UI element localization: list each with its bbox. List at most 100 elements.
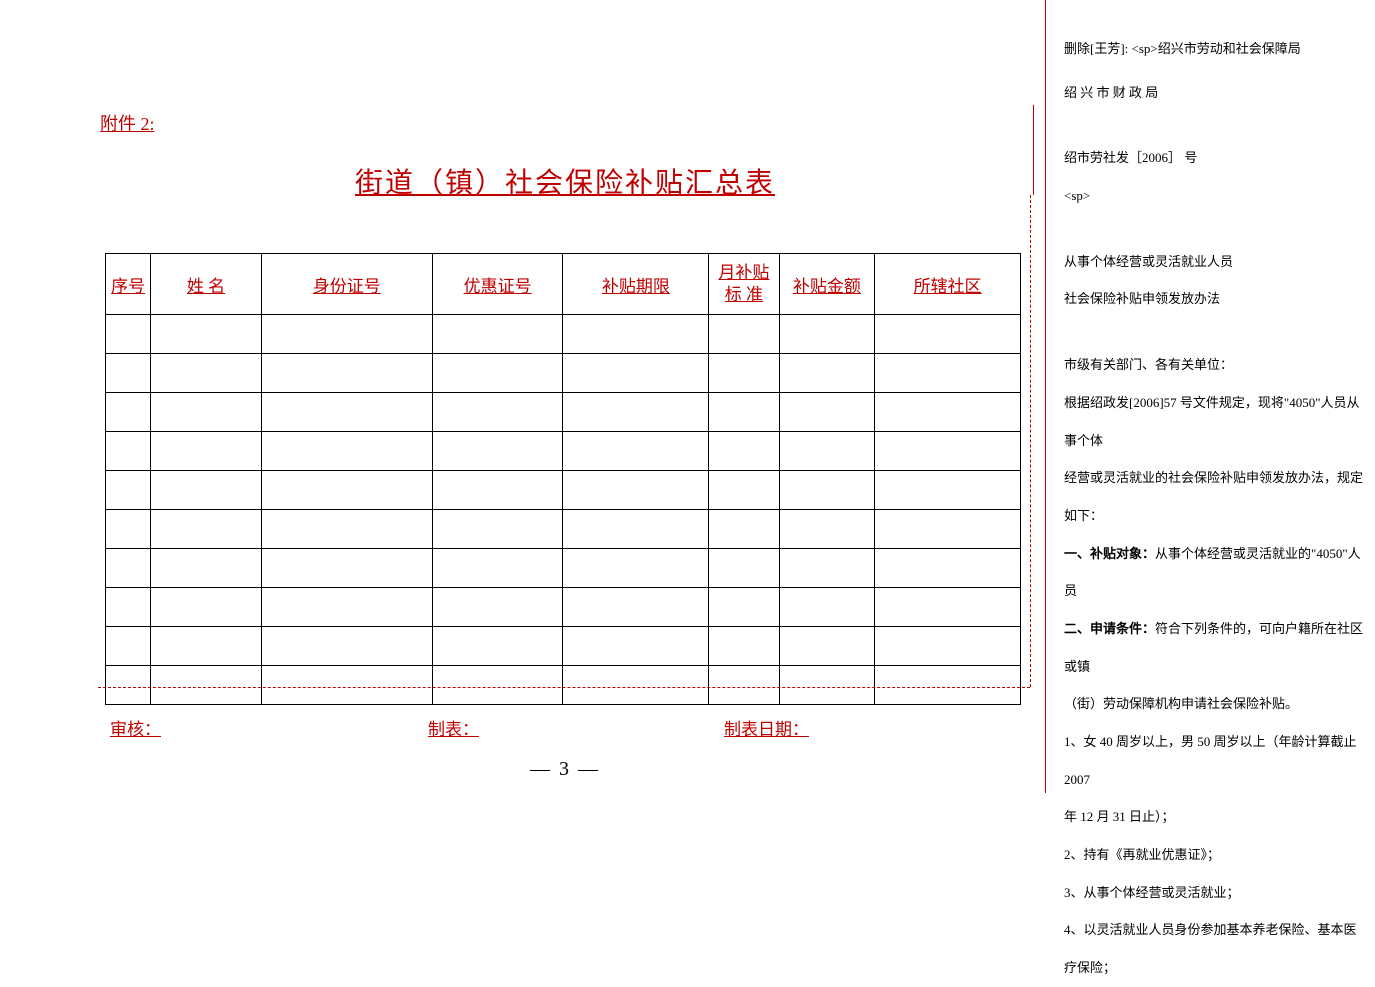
table-cell <box>875 393 1021 432</box>
table-cell <box>709 393 779 432</box>
revision-marker-dashed <box>1030 195 1031 687</box>
table-cell <box>709 354 779 393</box>
del-prefix: 删除[王芳]: <box>1064 41 1132 56</box>
table-cell <box>875 510 1021 549</box>
table-cell <box>563 432 709 471</box>
rev-line-h: （街）劳动保障机构申请社会保险补贴。 <box>1064 685 1367 723</box>
table-cell <box>432 354 563 393</box>
table-cell <box>709 315 779 354</box>
del-text: 绍兴市劳动和社会保障局 <box>1158 41 1301 56</box>
table-cell <box>106 315 151 354</box>
table-cell <box>709 432 779 471</box>
table-cell <box>709 627 779 666</box>
table-cell <box>563 354 709 393</box>
table-cell <box>779 627 875 666</box>
table-cell <box>106 471 151 510</box>
table-cell <box>151 549 262 588</box>
rev-line-c: 市级有关部门、各有关单位： <box>1064 346 1367 384</box>
table-cell <box>432 549 563 588</box>
table-cell <box>709 471 779 510</box>
footer-audit: 审核： <box>110 715 428 740</box>
th-id: 身份证号 <box>261 254 432 315</box>
table-cell <box>106 549 151 588</box>
table-cell <box>875 315 1021 354</box>
table-cell <box>432 432 563 471</box>
rev-line-i: 1、女 40 周岁以上，男 50 周岁以上（年龄计算截止 2007 <box>1064 723 1367 798</box>
table-cell <box>779 666 875 705</box>
th-amount: 补贴金额 <box>779 254 875 315</box>
footer-row: 审核： 制表： 制表日期： <box>110 715 1030 740</box>
table-cell <box>151 627 262 666</box>
table-cell <box>261 393 432 432</box>
table-cell <box>875 471 1021 510</box>
table-cell <box>151 666 262 705</box>
rev-line-m: 4、以灵活就业人员身份参加基本养老保险、基本医疗保险； <box>1064 911 1367 986</box>
table-cell <box>151 432 262 471</box>
table-cell <box>875 432 1021 471</box>
rev-line-l: 3、从事个体经营或灵活就业； <box>1064 874 1367 912</box>
table-cell <box>432 393 563 432</box>
table-row <box>106 549 1021 588</box>
page-number: — 3 — <box>100 758 1030 781</box>
table-cell <box>106 588 151 627</box>
rev-line-b: 社会保险补贴申领发放办法 <box>1064 280 1367 318</box>
table-cell <box>106 393 151 432</box>
table-cell <box>261 510 432 549</box>
table-cell <box>875 354 1021 393</box>
table-cell <box>261 471 432 510</box>
table-cell <box>779 354 875 393</box>
table-cell <box>875 666 1021 705</box>
table-cell <box>779 549 875 588</box>
table-cell <box>261 549 432 588</box>
table-cell <box>563 666 709 705</box>
rev-docnum: 绍市劳社发［2006］ 号 <box>1064 139 1367 177</box>
table-row <box>106 510 1021 549</box>
table-cell <box>432 471 563 510</box>
table-cell <box>151 315 262 354</box>
subsidy-table: 序号 姓 名 身份证号 优惠证号 补贴期限 月补贴 标 准 补贴金额 所辖社区 <box>105 253 1021 705</box>
rev-line-e: 经营或灵活就业的社会保险补贴申领发放办法，规定如下： <box>1064 459 1367 534</box>
table-row <box>106 588 1021 627</box>
table-cell <box>779 393 875 432</box>
table-row <box>106 471 1021 510</box>
th-seq: 序号 <box>106 254 151 315</box>
table-row <box>106 432 1021 471</box>
rev-sp2: <sp> <box>1064 177 1367 215</box>
table-cell <box>875 627 1021 666</box>
table-cell <box>261 432 432 471</box>
rev-line-j: 年 12 月 31 日止）； <box>1064 798 1367 836</box>
table-cell <box>432 627 563 666</box>
revision-marker-solid <box>1033 105 1034 195</box>
gap <box>1064 111 1367 139</box>
rev-line-g-bold: 二、申请条件： <box>1064 621 1155 636</box>
table-cell <box>151 354 262 393</box>
rev-org2: 绍 兴 市 财 政 局 <box>1064 74 1367 112</box>
table-cell <box>563 393 709 432</box>
table-cell <box>106 510 151 549</box>
th-month: 月补贴 标 准 <box>709 254 779 315</box>
table-cell <box>709 666 779 705</box>
th-month-l2: 标 准 <box>725 285 763 304</box>
table-body <box>106 315 1021 705</box>
document-main: 附件 2: 街道（镇）社会保险补贴汇总表 序号 姓 名 身份证号 优惠证号 补贴… <box>100 110 1030 781</box>
table-row <box>106 627 1021 666</box>
horizontal-dash <box>98 687 1030 688</box>
table-cell <box>563 627 709 666</box>
table-cell <box>432 315 563 354</box>
th-period: 补贴期限 <box>563 254 709 315</box>
table-cell <box>709 588 779 627</box>
table-cell <box>106 666 151 705</box>
table-header-row: 序号 姓 名 身份证号 优惠证号 补贴期限 月补贴 标 准 补贴金额 所辖社区 <box>106 254 1021 315</box>
rev-line-k: 2、持有《再就业优惠证》； <box>1064 836 1367 874</box>
revision-sidebar: 删除[王芳]: <sp> 绍兴市劳动和社会保障局 绍 兴 市 财 政 局 绍市劳社… <box>1045 0 1375 793</box>
table-cell <box>151 588 262 627</box>
table-cell <box>261 627 432 666</box>
th-month-l1: 月补贴 <box>718 263 769 282</box>
table-cell <box>709 510 779 549</box>
table-cell <box>563 471 709 510</box>
rev-line-a: 从事个体经营或灵活就业人员 <box>1064 243 1367 281</box>
table-cell <box>106 354 151 393</box>
table-row <box>106 666 1021 705</box>
table-cell <box>261 666 432 705</box>
table-cell <box>875 549 1021 588</box>
